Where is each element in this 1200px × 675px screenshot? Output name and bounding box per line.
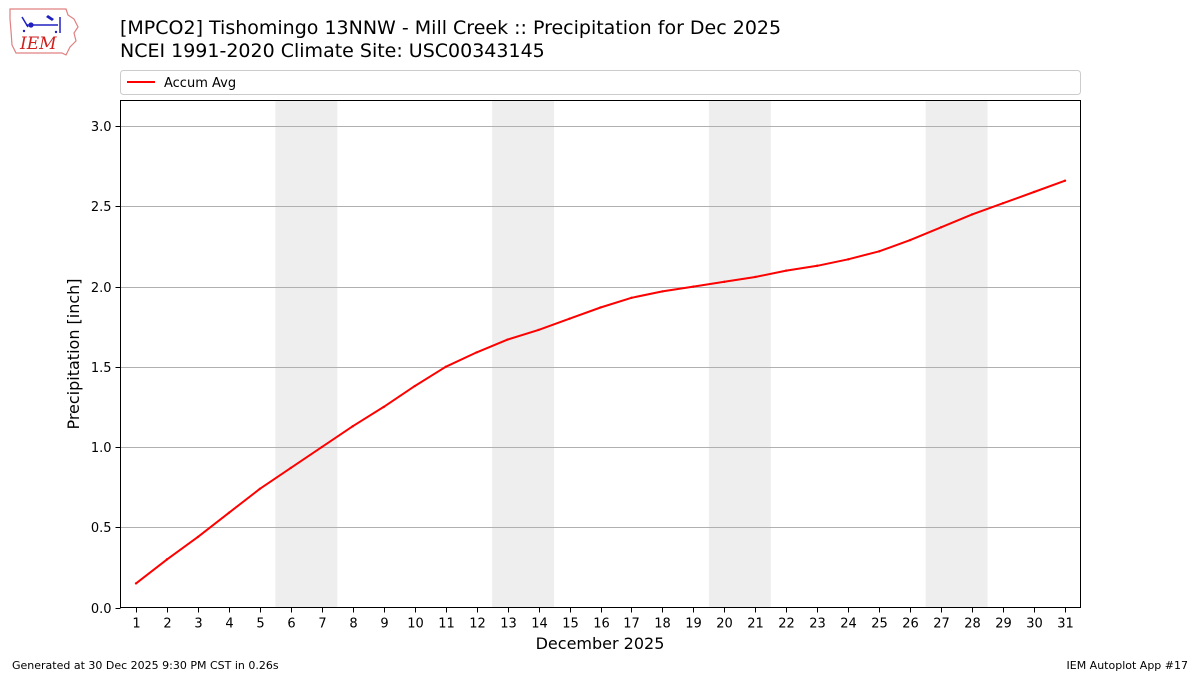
weekend-band bbox=[925, 100, 988, 608]
x-tick-label: 19 bbox=[685, 617, 702, 632]
series-layer bbox=[134, 179, 1067, 585]
data-point bbox=[134, 582, 138, 585]
data-point bbox=[1063, 179, 1067, 182]
data-point bbox=[878, 250, 881, 253]
x-tick-label: 26 bbox=[902, 617, 919, 632]
x-tick-label: 7 bbox=[318, 617, 326, 632]
data-point bbox=[1032, 190, 1036, 194]
data-point bbox=[382, 405, 385, 409]
data-point bbox=[568, 317, 571, 320]
x-tick-label: 23 bbox=[809, 617, 826, 632]
data-point bbox=[196, 535, 200, 539]
weekend-band bbox=[708, 100, 771, 608]
data-point bbox=[908, 238, 912, 242]
x-tick-label: 17 bbox=[623, 617, 640, 632]
svg-text:IEM: IEM bbox=[19, 34, 57, 54]
x-tick-label: 25 bbox=[871, 617, 888, 632]
data-point bbox=[351, 424, 354, 428]
x-tick-label: 20 bbox=[716, 617, 733, 632]
y-tick-label: 0.5 bbox=[91, 521, 112, 536]
data-point bbox=[537, 328, 540, 332]
data-point bbox=[785, 269, 788, 272]
y-tick-label: 1.0 bbox=[91, 441, 112, 456]
x-tick-label: 11 bbox=[438, 617, 455, 632]
x-tick-label: 10 bbox=[407, 617, 424, 632]
iem-logo-icon: IEM bbox=[9, 8, 79, 56]
grid-lines bbox=[120, 126, 1081, 528]
generated-timestamp: Generated at 30 Dec 2025 9:30 PM CST in … bbox=[12, 659, 279, 672]
x-tick-label: 5 bbox=[256, 617, 264, 632]
x-tick-label: 30 bbox=[1026, 617, 1043, 632]
data-point bbox=[165, 558, 169, 561]
app-label: IEM Autoplot App #17 bbox=[1066, 659, 1189, 672]
chart-subtitle: NCEI 1991-2020 Climate Site: USC00343145 bbox=[120, 40, 545, 62]
data-point bbox=[227, 511, 231, 515]
data-point bbox=[258, 487, 262, 490]
data-point bbox=[630, 296, 633, 300]
x-tick-label: 3 bbox=[194, 617, 202, 632]
x-tick-label: 14 bbox=[531, 617, 548, 632]
x-tick-label: 16 bbox=[593, 617, 610, 632]
y-axis: 0.0 0.5 1.0 1.5 2.0 2.5 3.0 bbox=[91, 120, 121, 617]
y-axis-label: Precipitation [inch] bbox=[64, 278, 83, 429]
data-point bbox=[723, 280, 726, 284]
data-point bbox=[847, 258, 850, 261]
x-tick-label: 2 bbox=[163, 617, 171, 632]
data-point bbox=[816, 264, 819, 267]
x-tick-label: 4 bbox=[225, 617, 233, 632]
x-tick-label: 18 bbox=[654, 617, 671, 632]
data-point bbox=[754, 275, 757, 279]
x-tick-label: 9 bbox=[380, 617, 388, 632]
y-tick-label: 3.0 bbox=[91, 120, 112, 135]
x-tick-label: 21 bbox=[747, 617, 764, 632]
x-tick-label: 13 bbox=[500, 617, 517, 632]
x-tick-label: 31 bbox=[1057, 617, 1074, 632]
data-point bbox=[599, 306, 602, 309]
data-point bbox=[413, 384, 416, 388]
x-tick-label: 27 bbox=[933, 617, 950, 632]
x-tick-label: 29 bbox=[995, 617, 1012, 632]
y-tick-label: 0.0 bbox=[91, 602, 112, 617]
x-tick-label: 28 bbox=[964, 617, 981, 632]
data-point bbox=[506, 338, 509, 341]
plot-frame bbox=[120, 100, 1081, 608]
y-tick-label: 2.0 bbox=[91, 281, 112, 296]
legend-label: Accum Avg bbox=[164, 76, 236, 91]
x-tick-label: 1 bbox=[132, 617, 140, 632]
x-tick-label: 15 bbox=[562, 617, 579, 632]
data-point bbox=[1001, 201, 1005, 205]
data-point bbox=[939, 226, 943, 229]
x-tick-label: 8 bbox=[349, 617, 357, 632]
data-point bbox=[289, 466, 293, 470]
x-tick-label: 22 bbox=[778, 617, 795, 632]
data-point bbox=[475, 351, 478, 354]
data-point bbox=[320, 445, 323, 449]
x-tick-label: 12 bbox=[469, 617, 486, 632]
weekend-band bbox=[492, 100, 555, 608]
weekend-band bbox=[275, 100, 338, 608]
data-point bbox=[692, 285, 695, 288]
data-point bbox=[970, 213, 974, 216]
weekend-bands bbox=[275, 100, 988, 608]
x-tick-label: 6 bbox=[287, 617, 295, 632]
x-axis: 1 2 3 4 5 6 7 8 9 10 11 12 13 14 15 16 17 18 19 20 21 22 23 24 2… bbox=[132, 607, 1074, 632]
chart-title: [MPCO2] Tishomingo 13NNW - Mill Creek ::… bbox=[120, 17, 782, 39]
y-tick-label: 2.5 bbox=[91, 200, 112, 215]
legend: Accum Avg bbox=[120, 70, 1081, 95]
x-axis-label: December 2025 bbox=[536, 634, 665, 653]
data-point bbox=[444, 365, 447, 369]
data-point bbox=[661, 290, 664, 293]
y-tick-label: 1.5 bbox=[91, 361, 112, 376]
x-tick-label: 24 bbox=[840, 617, 857, 632]
